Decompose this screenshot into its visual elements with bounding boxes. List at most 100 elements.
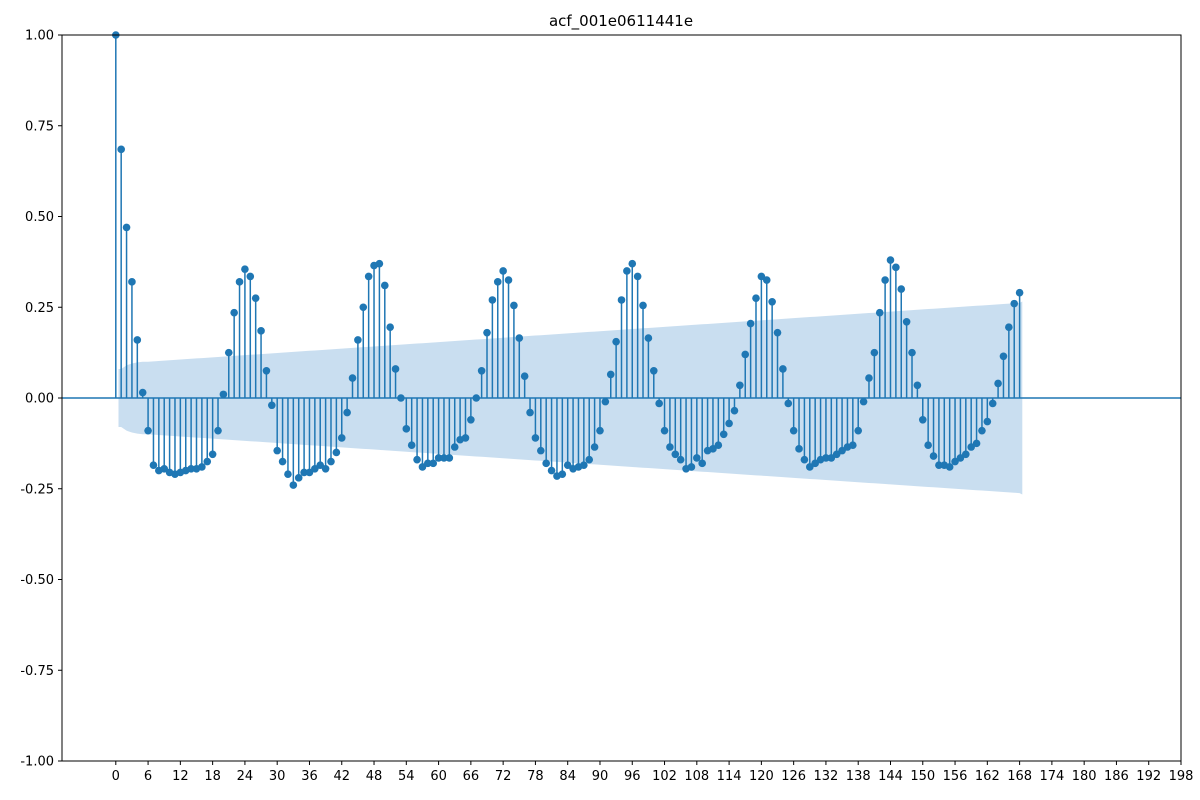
acf-point	[606, 370, 615, 379]
acf-point	[364, 272, 373, 281]
acf-point	[859, 397, 868, 406]
acf-point	[827, 454, 836, 462]
x-tick-label: 60	[430, 769, 447, 784]
acf-point	[515, 334, 524, 342]
acf-point	[499, 267, 507, 275]
acf-point	[779, 365, 787, 373]
acf-point	[580, 461, 588, 469]
acf-point	[655, 399, 663, 408]
x-tick-label: 150	[910, 769, 935, 784]
acf-point	[768, 298, 776, 306]
acf-point	[547, 466, 556, 475]
acf-point	[504, 276, 513, 284]
x-tick-label: 198	[1169, 769, 1194, 784]
acf-point	[262, 366, 271, 375]
acf-point	[719, 430, 728, 439]
acf-point	[526, 408, 534, 417]
acf-point	[762, 276, 771, 284]
x-tick-label: 90	[592, 769, 609, 784]
acf-point	[849, 441, 857, 449]
acf-point	[972, 439, 981, 448]
y-tick-label: 0.00	[25, 392, 54, 407]
y-tick-label: -0.50	[20, 573, 54, 588]
acf-point	[520, 372, 529, 381]
y-tick-label: 0.50	[25, 210, 54, 225]
x-tick-label: 138	[846, 769, 871, 784]
acf-point	[289, 481, 298, 489]
x-tick-label: 156	[943, 769, 968, 784]
acf-point	[321, 464, 330, 473]
acf-point	[962, 450, 970, 459]
acf-point	[892, 263, 900, 272]
acf-point	[424, 459, 432, 468]
x-tick-label: 6	[144, 769, 152, 784]
acf-point	[875, 308, 884, 317]
acf-point	[666, 443, 674, 451]
y-tick-label: -0.25	[20, 482, 54, 497]
x-tick-label: 42	[333, 769, 350, 784]
acf-point	[160, 464, 169, 473]
acf-point	[316, 461, 325, 469]
acf-point	[418, 463, 427, 471]
acf-point	[273, 446, 281, 455]
x-tick-label: 192	[1136, 769, 1161, 784]
y-tick-label: 0.25	[25, 301, 54, 316]
acf-point	[725, 419, 733, 428]
acf-point	[440, 454, 448, 462]
acf-point	[918, 415, 927, 424]
acf-point	[332, 448, 341, 457]
acf-point	[348, 374, 357, 382]
acf-point	[1005, 323, 1013, 332]
acf-point	[224, 348, 233, 357]
acf-point	[596, 426, 604, 435]
acf-point	[757, 272, 766, 281]
acf-point	[897, 285, 906, 293]
x-tick-label: 12	[172, 769, 189, 784]
acf-point	[811, 459, 819, 468]
acf-point	[230, 308, 238, 317]
acf-point	[838, 446, 846, 455]
acf-point	[354, 336, 362, 344]
x-tick-label: 30	[269, 769, 286, 784]
acf-point	[617, 296, 626, 304]
acf-point	[639, 301, 647, 310]
acf-point	[1015, 288, 1024, 297]
acf-point	[736, 381, 744, 390]
acf-point	[128, 278, 136, 286]
acf-point	[477, 366, 486, 375]
acf-point	[601, 397, 610, 406]
acf-point	[612, 337, 620, 346]
y-axis: -1.00 -0.75 -0.50 -0.25 0.00 0.25 0.50 0.75 1.00	[20, 29, 62, 770]
x-tick-label: 162	[975, 769, 1000, 784]
acf-point	[746, 319, 755, 328]
acf-point	[149, 461, 158, 469]
acf-point	[542, 459, 550, 468]
acf-point	[327, 457, 335, 466]
x-tick-label: 84	[559, 769, 576, 784]
acf-point	[359, 303, 368, 312]
acf-point	[805, 463, 814, 471]
acf-point	[951, 457, 959, 466]
x-tick-label: 174	[1039, 769, 1064, 784]
acf-point	[483, 328, 491, 337]
acf-point	[219, 390, 228, 399]
acf-point	[133, 336, 142, 344]
acf-point	[988, 399, 997, 408]
acf-point	[429, 459, 438, 468]
acf-point	[413, 455, 421, 464]
acf-point	[929, 452, 938, 460]
stem-layer	[115, 35, 1021, 486]
acf-point	[246, 272, 255, 281]
x-axis: 0 6 12 18 24 30 36 42 48 54 60 66 72 78 84 90 96 102 108 11…	[112, 761, 1194, 784]
acf-point	[235, 278, 244, 286]
acf-point	[251, 294, 260, 302]
acf-point	[628, 259, 637, 268]
acf-point	[278, 457, 287, 466]
acf-point	[563, 461, 572, 469]
x-tick-label: 120	[749, 769, 774, 784]
acf-point	[402, 425, 411, 433]
acf-point	[472, 394, 481, 402]
acf-point	[999, 352, 1008, 361]
x-tick-label: 108	[684, 769, 709, 784]
